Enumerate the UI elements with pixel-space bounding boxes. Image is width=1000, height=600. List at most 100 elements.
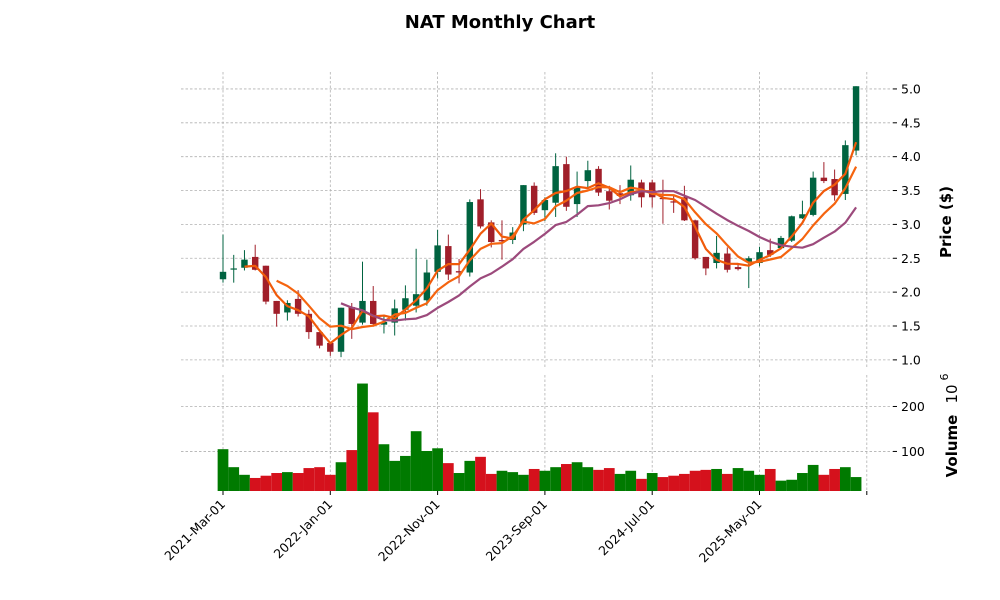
candle-body — [294, 298, 302, 314]
volume-bar — [249, 477, 261, 491]
candle-body — [445, 246, 452, 275]
candle-body — [724, 253, 731, 270]
candle-body — [262, 265, 270, 302]
candle-body — [520, 185, 527, 225]
moving-average-lines — [244, 141, 858, 345]
volume-bars — [217, 383, 862, 491]
volume-bar — [453, 473, 465, 491]
candle-body — [273, 300, 280, 314]
volume-bar — [829, 468, 840, 491]
axes: 1.0 1.5 2.0 2.5 3.0 3.5 4.0 4.5 5.0 100 200 2021-Ma… — [161, 81, 925, 565]
price-tick-label: 1.5 — [901, 319, 921, 334]
candle-body — [691, 220, 699, 259]
volume-bar — [346, 450, 358, 491]
volume-multiplier: 10 — [943, 384, 961, 403]
volume-bar — [367, 412, 379, 491]
candle-body — [284, 302, 291, 313]
candle-body — [552, 166, 559, 203]
candle-body — [702, 256, 710, 269]
moving-average-3-line — [244, 141, 858, 345]
candle-body — [842, 145, 849, 194]
volume-bar — [807, 464, 819, 491]
candle-body — [241, 259, 248, 268]
candle-body — [756, 252, 763, 264]
candle-body — [477, 199, 484, 227]
candle-body — [541, 200, 549, 211]
volume-bar — [389, 460, 401, 491]
volume-bar — [303, 468, 315, 491]
volume-bar — [421, 450, 433, 491]
candle-body — [799, 214, 806, 219]
candle-body — [820, 177, 828, 182]
candle-body — [348, 307, 355, 324]
volume-bar — [560, 464, 572, 491]
chart-title: NAT Monthly Chart — [405, 12, 596, 33]
time-tick-label: 2021-Mar-01 — [161, 497, 228, 564]
candle-body — [455, 271, 463, 273]
candle-body — [219, 271, 227, 280]
volume-bar — [335, 462, 347, 491]
candle-body — [616, 193, 624, 196]
price-tick-label: 2.0 — [901, 285, 921, 300]
volume-bar — [614, 473, 626, 491]
volume-bar — [646, 473, 658, 491]
price-tick-label: 2.5 — [901, 251, 921, 266]
volume-bar — [732, 468, 744, 491]
volume-bar — [271, 473, 283, 491]
volume-bar — [850, 477, 862, 491]
volume-bar — [625, 470, 637, 491]
candle-body — [337, 307, 345, 352]
volume-bar — [582, 467, 594, 491]
volume-bar — [239, 474, 250, 491]
volume-bar — [432, 448, 443, 491]
candle-body — [852, 86, 860, 151]
candle-body — [745, 258, 752, 262]
candle-body — [230, 268, 237, 270]
time-tick-label: 2024-Jul-01 — [595, 497, 657, 559]
price-tick-label: 4.5 — [901, 115, 921, 130]
volume-bar — [550, 467, 561, 491]
volume-bar — [357, 383, 368, 491]
volume-exponent: 6 — [938, 374, 951, 381]
candle-body — [380, 321, 388, 325]
candle-body — [809, 177, 817, 215]
volume-bar — [260, 475, 272, 491]
price-tick-label: 1.0 — [901, 352, 921, 367]
candle-body — [584, 170, 592, 182]
volume-bar — [786, 479, 798, 491]
candle-body — [777, 237, 785, 249]
volume-bar — [668, 475, 680, 491]
price-tick-label: 5.0 — [901, 81, 921, 96]
volume-bar — [571, 462, 583, 491]
volume-bar — [314, 467, 325, 491]
volume-bar — [754, 474, 765, 491]
volume-bar — [764, 468, 776, 491]
volume-bar — [689, 470, 701, 491]
candle-body — [788, 216, 795, 241]
candle-body — [734, 267, 742, 270]
volume-bar — [400, 455, 411, 491]
candle-body — [316, 332, 323, 346]
candle-body — [402, 298, 409, 310]
volume-bar — [603, 468, 615, 491]
candle-body — [831, 179, 838, 196]
volume-bar — [721, 473, 733, 491]
volume-bar — [593, 469, 604, 491]
candle-body — [563, 164, 570, 207]
volume-bar — [528, 468, 540, 491]
moving-average-12-line — [340, 189, 857, 322]
volume-bar — [797, 473, 808, 491]
price-axis-label: Price ($) — [937, 186, 955, 258]
candle-body — [767, 250, 774, 255]
time-tick-label: 2023-Sep-01 — [483, 497, 550, 564]
candle-body — [251, 256, 259, 270]
volume-bar — [657, 477, 669, 491]
candle-body — [498, 239, 506, 242]
candle-body — [670, 201, 677, 203]
volume-tick-label: 100 — [901, 444, 925, 459]
moving-average-6-line — [276, 166, 858, 331]
volume-bar — [282, 472, 293, 491]
candle-body — [713, 252, 720, 264]
volume-bar — [292, 473, 304, 491]
